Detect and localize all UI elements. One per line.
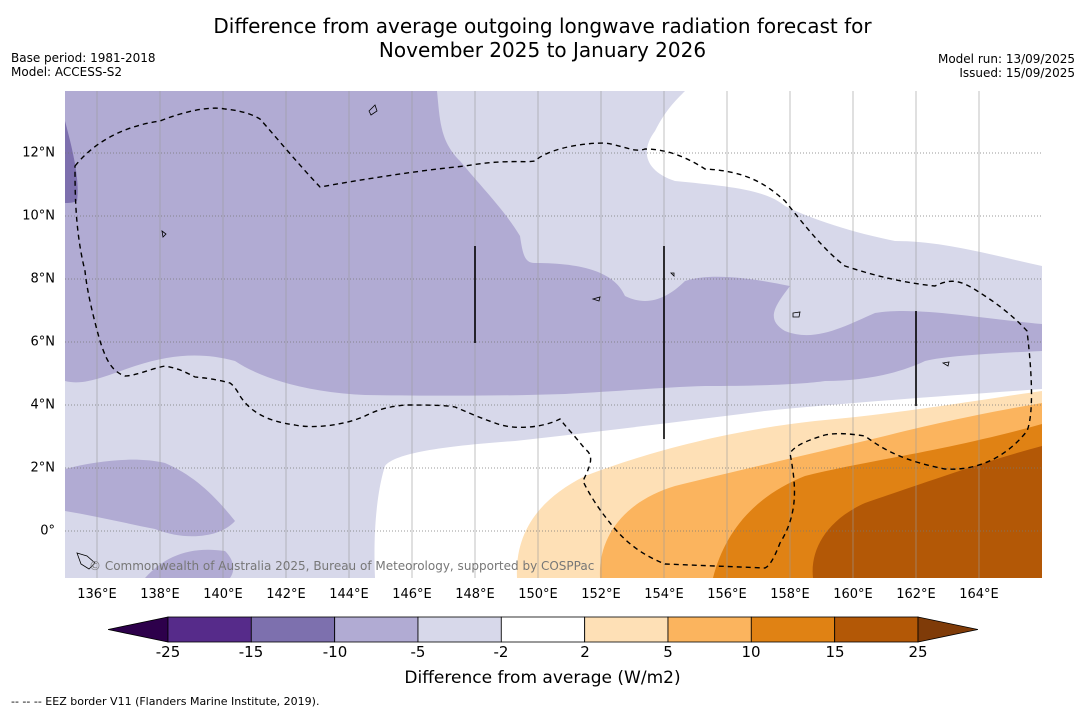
colorbar xyxy=(107,616,979,647)
lon-label-158e: 158°E xyxy=(770,587,810,602)
map-canvas xyxy=(65,91,1042,578)
title-line-1: Difference from average outgoing longwav… xyxy=(213,14,872,38)
anomaly-region-medium-purple xyxy=(65,91,1042,396)
title-line-2: November 2025 to January 2026 xyxy=(378,38,707,62)
colorbar-swatch-5 xyxy=(500,616,585,643)
anomaly-region-medium-purple-s xyxy=(145,549,234,578)
base-period: Base period: 1981-2018 xyxy=(11,51,156,65)
lat-label-0: 0° xyxy=(40,523,55,539)
lon-label-140e: 140°E xyxy=(203,587,243,602)
colorbar-tick: -10 xyxy=(322,643,348,661)
footnote-eez: -- -- -- EEZ border V11 (Flanders Marine… xyxy=(11,695,320,708)
map-area xyxy=(65,91,1042,578)
colorbar-tick: 5 xyxy=(663,643,673,661)
lon-label-164e: 164°E xyxy=(959,587,999,602)
gridlines xyxy=(65,152,1042,532)
colorbar-tick: -25 xyxy=(155,643,181,661)
lat-label-4n: 4°N xyxy=(30,397,56,413)
anomaly-region-medium-purple-sw xyxy=(65,459,235,537)
lon-label-142e: 142°E xyxy=(266,587,306,602)
colorbar-tick: 25 xyxy=(908,643,928,661)
colorbar-swatch-6 xyxy=(584,616,669,643)
anomaly-region-brown xyxy=(812,446,1042,578)
colorbar-tick: -15 xyxy=(238,643,264,661)
colorbar-extend-high xyxy=(917,616,979,643)
copyright-notice: © Commonwealth of Australia 2025, Bureau… xyxy=(89,559,595,573)
lat-label-10n: 10°N xyxy=(22,208,55,224)
lon-label-152e: 152°E xyxy=(581,587,621,602)
colorbar-swatch-2 xyxy=(250,616,336,643)
lon-label-160e: 160°E xyxy=(833,587,873,602)
model-run: Model run: 13/09/2025 xyxy=(937,52,1075,66)
colorbar-swatch-3 xyxy=(334,616,419,643)
colorbar-tick: 15 xyxy=(825,643,845,661)
map-title: Difference from average outgoing longwav… xyxy=(0,14,1085,62)
issued-date: Issued: 15/09/2025 xyxy=(959,66,1075,80)
anomaly-region-neutral-north xyxy=(646,91,1042,266)
colorbar-extend-low xyxy=(107,616,169,643)
lon-label-150e: 150°E xyxy=(518,587,558,602)
meta-left: Base period: 1981-2018 Model: ACCESS-S2 xyxy=(11,51,156,79)
lat-label-2n: 2°N xyxy=(30,460,56,476)
colorbar-tick: 10 xyxy=(741,643,761,661)
meridians xyxy=(96,91,980,578)
lat-label-6n: 6°N xyxy=(30,334,56,350)
lat-label-8n: 8°N xyxy=(30,271,56,287)
colorbar-swatch-1 xyxy=(167,616,252,643)
colorbar-canvas xyxy=(107,616,979,643)
coast-lines xyxy=(474,246,917,439)
islands xyxy=(76,104,950,570)
meta-right: Model run: 13/09/2025 Issued: 15/09/2025 xyxy=(938,52,1075,80)
lon-label-154e: 154°E xyxy=(644,587,684,602)
lon-label-162e: 162°E xyxy=(896,587,936,602)
lon-label-144e: 144°E xyxy=(329,587,369,602)
lon-label-146e: 146°E xyxy=(392,587,432,602)
colorbar-tick: -5 xyxy=(410,643,426,661)
lon-label-156e: 156°E xyxy=(707,587,747,602)
colorbar-swatch-4 xyxy=(417,616,502,643)
lon-label-136e: 136°E xyxy=(77,587,117,602)
lat-label-12n: 12°N xyxy=(22,145,55,161)
colorbar-swatch-9 xyxy=(834,616,919,643)
colorbar-swatch-7 xyxy=(667,616,752,643)
model-name: Model: ACCESS-S2 xyxy=(11,65,123,79)
colorbar-label: Difference from average (W/m2) xyxy=(404,668,681,688)
lon-label-138e: 138°E xyxy=(140,587,180,602)
colorbar-swatch-8 xyxy=(750,616,835,643)
colorbar-tick: -2 xyxy=(493,643,509,661)
colorbar-tick: 2 xyxy=(580,643,590,661)
lon-label-148e: 148°E xyxy=(455,587,495,602)
